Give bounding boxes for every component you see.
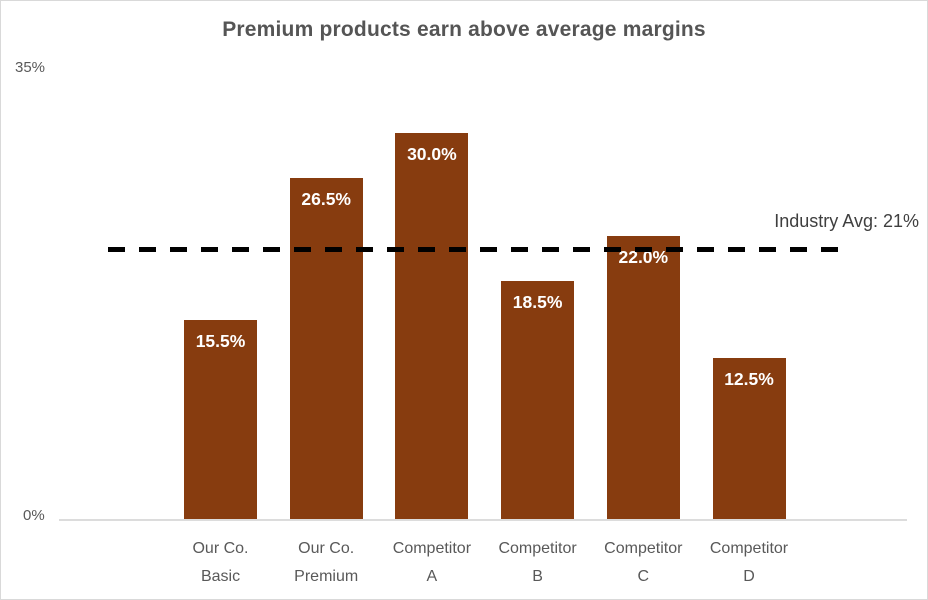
bar-our-co-premium: 26.5% [289,178,363,519]
chart-title: Premium products earn above average marg… [222,18,706,41]
x-axis-label-our-co-premium: Our Co. Premium [294,540,359,585]
x-axis-label-our-co-basic: Our Co. Basic [192,540,249,585]
industry-average-label: Industry Avg: 21% [774,211,919,231]
x-axis-label-competitor-c: Competitor C [604,540,683,585]
x-axis-label-competitor-d: Competitor D [709,540,789,585]
x-axis-label-competitor-a: Competitor A [392,540,472,585]
bar-competitor-a: 30.0% [395,133,469,519]
x-axis-line [59,519,907,521]
y-axis-tick-max: 35% [15,59,46,76]
bar-competitor-c: 22.0% [606,236,680,519]
y-axis-tick-zero: 0% [23,507,45,524]
bar-competitor-d: 12.5% [712,358,786,519]
bar-competitor-b: 18.5% [501,281,575,519]
bar-value-label: 15.5% [195,330,246,351]
bar-value-label: 30.0% [407,144,457,165]
x-axis-label-competitor-b: Competitor B [498,540,577,585]
industry-average-line [108,246,846,252]
bar-our-co-basic: 15.5% [184,319,257,519]
bar-value-label: 12.5% [724,369,774,390]
bar-value-label: 22.0% [618,247,669,268]
bar-value-label: 26.5% [301,189,351,210]
bar-value-label: 18.5% [512,292,563,313]
